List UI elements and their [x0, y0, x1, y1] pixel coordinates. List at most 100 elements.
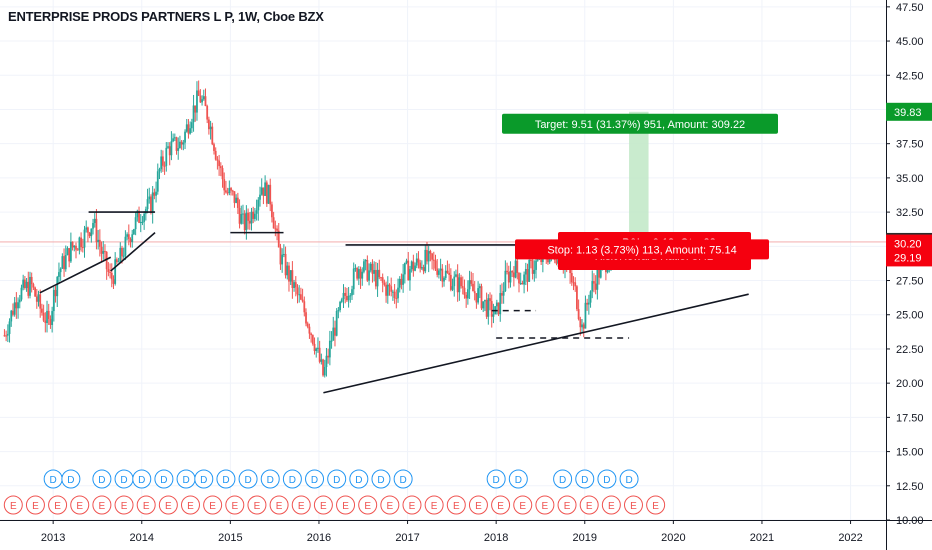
- candle-body: [305, 312, 307, 324]
- candle-body: [363, 261, 365, 272]
- candle-body: [502, 291, 505, 296]
- candle-body: [577, 309, 580, 320]
- earnings-marker-label: E: [630, 501, 637, 512]
- earnings-marker: [646, 495, 666, 515]
- dividend-marker: [132, 469, 152, 489]
- stop-label: Stop: 1.13 (3.73%) 113, Amount: 75.14: [547, 244, 736, 256]
- candle-body: [194, 105, 197, 113]
- candle-body: [417, 258, 420, 263]
- candle-body: [42, 312, 45, 321]
- candle-body: [381, 277, 384, 283]
- candle-body: [369, 263, 372, 271]
- candle-body: [581, 324, 583, 328]
- earnings-marker-label: E: [54, 501, 61, 512]
- candle-body: [3, 335, 6, 337]
- candle-body: [501, 293, 503, 296]
- candle-body: [390, 286, 393, 292]
- earnings-marker: [491, 495, 511, 515]
- y-tick-label: 42.50: [896, 70, 924, 82]
- candle-body: [199, 95, 202, 103]
- candle-body: [436, 268, 439, 275]
- candle-body: [403, 262, 406, 275]
- candle-body: [572, 282, 575, 284]
- earnings-marker-label: E: [99, 501, 106, 512]
- candle-body: [88, 232, 91, 237]
- candle-body: [427, 251, 430, 262]
- candle-body: [490, 301, 493, 317]
- dividend-marker-label: D: [138, 475, 145, 486]
- candle-body: [294, 282, 297, 288]
- candle-body: [18, 299, 21, 303]
- candle-body: [112, 279, 115, 284]
- candle-body: [165, 147, 168, 166]
- candle-body: [35, 296, 38, 302]
- candle-body: [582, 324, 585, 329]
- candle-body: [489, 298, 491, 302]
- candle-body: [311, 335, 314, 344]
- earnings-marker-label: E: [542, 501, 549, 512]
- candle-body: [85, 227, 88, 230]
- candle-body: [443, 277, 445, 282]
- candle-body: [289, 270, 292, 282]
- dividend-marker-label: D: [50, 475, 57, 486]
- candle-body: [238, 207, 241, 224]
- earnings-marker: [579, 495, 599, 515]
- candle-body: [530, 259, 532, 261]
- earnings-marker-label: E: [254, 501, 261, 512]
- candle-body: [95, 218, 98, 243]
- candle-body: [298, 294, 301, 296]
- earnings-marker: [291, 495, 311, 515]
- candle-body: [533, 269, 536, 274]
- candle-body: [39, 294, 42, 309]
- candle-body: [214, 150, 217, 160]
- candle-body: [466, 289, 469, 299]
- earnings-marker-label: E: [209, 501, 216, 512]
- candle-body: [105, 251, 108, 270]
- candle-body: [346, 295, 348, 301]
- y-tick-label: 10.00: [896, 515, 924, 527]
- candle-body: [330, 340, 333, 342]
- dividend-marker-label: D: [200, 475, 207, 486]
- candle-body: [233, 191, 236, 203]
- dividend-marker: [327, 469, 347, 489]
- candle-body: [419, 262, 422, 269]
- candle-body: [6, 333, 9, 336]
- dividend-marker-label: D: [222, 475, 229, 486]
- candle-body: [253, 213, 256, 219]
- x-tick-label: 2021: [750, 532, 774, 544]
- dividend-marker: [597, 469, 617, 489]
- earnings-marker-label: E: [586, 501, 593, 512]
- candle-body: [531, 260, 534, 274]
- candle-body: [247, 212, 249, 221]
- candle-body: [594, 283, 597, 290]
- earnings-marker-label: E: [431, 501, 438, 512]
- candle-body: [364, 260, 367, 262]
- candle-body: [110, 272, 113, 280]
- candle-body: [388, 284, 391, 287]
- candle-body: [357, 269, 360, 279]
- dividend-marker: [260, 469, 280, 489]
- candle-body: [30, 276, 33, 285]
- dividend-marker-label: D: [67, 475, 74, 486]
- dividend-marker-label: D: [182, 475, 189, 486]
- dividend-marker: [371, 469, 391, 489]
- candle-body: [535, 260, 537, 270]
- candle-body: [397, 287, 399, 299]
- candle-body: [46, 310, 48, 324]
- candle-body: [293, 282, 295, 289]
- y-tick-label: 37.50: [896, 139, 924, 151]
- candle-body: [606, 269, 609, 273]
- earnings-marker: [203, 495, 223, 515]
- y-tick-label: 27.50: [896, 276, 924, 288]
- x-tick-label: 2018: [484, 532, 508, 544]
- candle-body: [504, 270, 507, 292]
- candle-body: [52, 289, 55, 312]
- dividend-marker: [238, 469, 258, 489]
- candle-body: [271, 204, 273, 218]
- profit-zone: [629, 111, 649, 242]
- candle-body: [51, 311, 54, 325]
- candle-body: [37, 294, 40, 302]
- candle-body: [8, 321, 11, 334]
- candle-body: [327, 355, 330, 358]
